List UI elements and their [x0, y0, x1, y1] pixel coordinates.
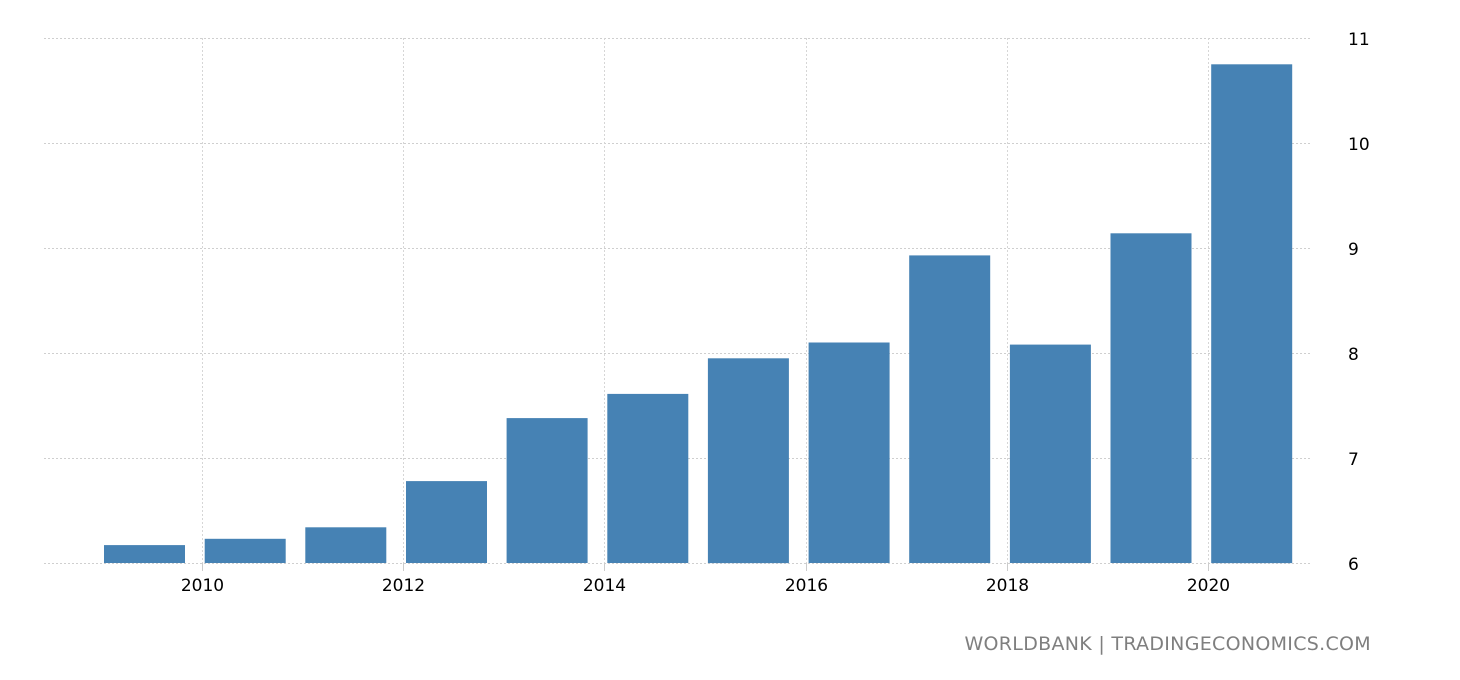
- x-tick-label: 2018: [986, 576, 1029, 596]
- y-tick-label: 7: [1348, 450, 1359, 470]
- y-tick-label: 6: [1348, 555, 1359, 575]
- bar-2012: [406, 481, 487, 563]
- x-tick-label: 2010: [181, 576, 224, 596]
- y-tick-label: 9: [1348, 240, 1359, 260]
- bar-2015: [707, 358, 789, 564]
- y-tick-label: 8: [1348, 345, 1359, 365]
- x-tick-label: 2012: [382, 576, 425, 596]
- bar-2016: [808, 342, 890, 563]
- bar-2011: [305, 527, 387, 563]
- source-label: WORLDBANK | TRADINGECONOMICS.COM: [964, 633, 1371, 655]
- x-tick-label: 2020: [1187, 576, 1230, 596]
- x-tick-label: 2016: [785, 576, 828, 596]
- bar-2009: [104, 545, 185, 563]
- y-tick-label: 11: [1348, 30, 1370, 50]
- y-tick-label: 10: [1348, 135, 1370, 155]
- x-tick-label: 2014: [583, 576, 626, 596]
- bar-2019: [1110, 233, 1192, 564]
- bar-2010: [204, 538, 286, 563]
- bar-2018: [1009, 344, 1091, 563]
- bar-2013: [506, 418, 588, 563]
- bar-2017: [909, 255, 991, 563]
- bar-2014: [607, 393, 689, 563]
- bar-2020: [1211, 64, 1293, 564]
